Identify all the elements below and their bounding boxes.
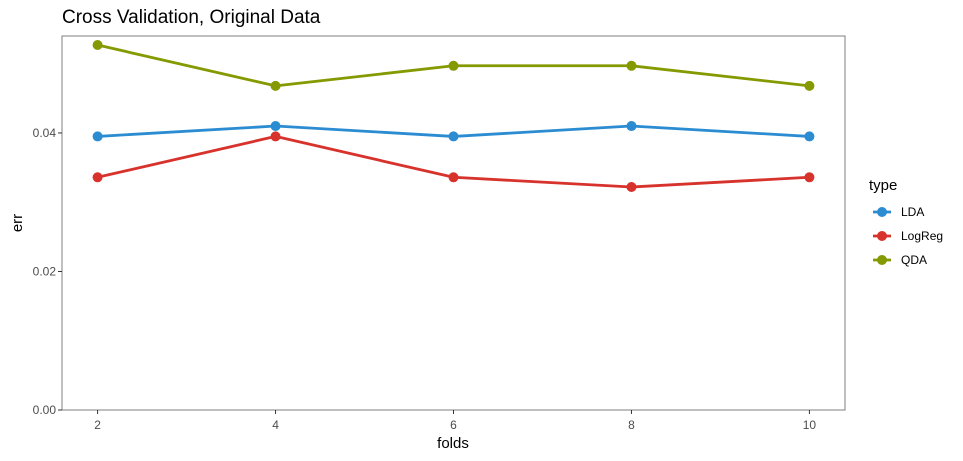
data-point-lda [448,131,459,142]
data-point-qda [626,60,637,71]
data-point-qda [804,80,815,91]
data-point-lda [626,121,637,132]
legend-title: type [869,177,897,194]
chart-title: Cross Validation, Original Data [62,7,321,28]
series-layer [92,40,815,192]
data-point-logreg [448,172,459,183]
data-point-logreg [92,172,103,183]
x-axis-title: folds [437,435,469,452]
legend-item-qda: QDA [873,253,927,267]
legend-item-lda: LDA [873,205,924,219]
legend-key-point [877,255,887,265]
y-axis: 0.00 0.02 0.04 [33,126,62,417]
x-tick-label: 4 [272,418,279,432]
y-tick-label: 0.00 [33,403,57,417]
y-tick-label: 0.04 [33,126,57,140]
data-point-qda [92,40,103,51]
data-point-lda [92,131,103,142]
legend-item-logreg: LogReg [873,229,943,243]
data-point-qda [448,60,459,71]
legend-key-point [877,207,887,217]
y-tick-label: 0.02 [33,264,57,278]
legend: type LDA LogReg QDA [869,177,943,267]
data-point-lda [804,131,815,142]
plot-panel [61,35,846,411]
legend-label: QDA [901,253,927,267]
legend-key-point [877,231,887,241]
x-tick-label: 8 [628,418,635,432]
data-point-qda [270,80,281,91]
x-tick-label: 2 [94,418,101,432]
data-point-lda [270,121,281,132]
data-point-logreg [804,172,815,183]
legend-label: LogReg [901,229,943,243]
data-point-logreg [626,181,637,192]
x-tick-label: 10 [803,418,817,432]
x-axis: 2 4 6 8 10 [94,410,816,432]
legend-label: LDA [901,205,924,219]
data-point-logreg [270,131,281,142]
y-axis-title: err [9,214,26,232]
x-tick-label: 6 [450,418,457,432]
